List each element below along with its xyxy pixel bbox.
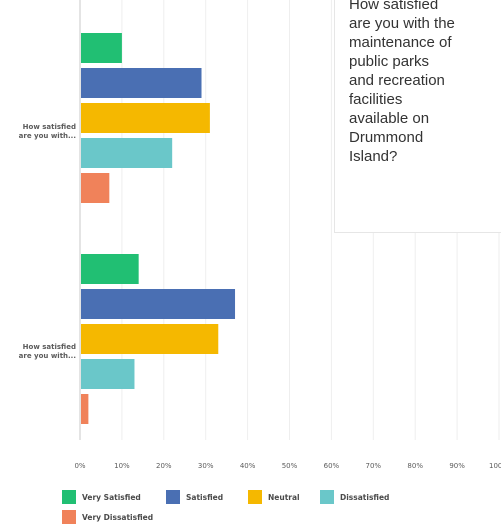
- bar-dissatisfied-1[interactable]: [81, 138, 173, 168]
- category-label: How satisfied are you with...: [2, 343, 76, 361]
- category-label: How satisfied are you with...: [2, 123, 76, 141]
- x-tick-label: 0%: [74, 462, 85, 470]
- legend-swatch: [320, 490, 334, 504]
- bar-neutral-2[interactable]: [81, 324, 219, 354]
- legend-label: Satisfied: [186, 492, 224, 502]
- x-tick-label: 20%: [156, 462, 172, 470]
- legend-label: Very Dissatisfied: [82, 512, 154, 522]
- legend-item[interactable]: Satisfied: [166, 490, 223, 504]
- bars: [81, 33, 236, 424]
- bar-dissatisfied-2[interactable]: [81, 359, 135, 389]
- legend-label: Very Satisfied: [82, 492, 141, 502]
- question-tooltip: How satisfied are you with the maintenan…: [334, 0, 501, 233]
- bar-satisfied-1[interactable]: [81, 68, 202, 98]
- legend-label: Neutral: [268, 492, 300, 502]
- x-tick-label: 50%: [282, 462, 298, 470]
- bar-very-satisfied-1[interactable]: [81, 33, 122, 63]
- x-tick-label: 80%: [407, 462, 423, 470]
- category-label-line: are you with...: [18, 132, 76, 140]
- bar-satisfied-2[interactable]: [81, 289, 236, 319]
- x-axis-ticks: 0% 10% 20% 30% 40% 50% 60% 70% 80% 90% 100%: [74, 462, 501, 470]
- x-tick-label: 60%: [324, 462, 340, 470]
- legend-label: Dissatisfied: [340, 492, 390, 502]
- category-label-line: How satisfied: [22, 123, 76, 131]
- legend-swatch: [62, 490, 76, 504]
- bar-very-satisfied-2[interactable]: [81, 254, 139, 284]
- x-tick-label: 90%: [449, 462, 465, 470]
- legend-item[interactable]: Very Dissatisfied: [62, 510, 153, 524]
- category-label-line: How satisfied: [22, 343, 76, 351]
- x-tick-label: 100%: [489, 462, 501, 470]
- bar-neutral-1[interactable]: [81, 103, 210, 133]
- legend-item[interactable]: Neutral: [248, 490, 300, 504]
- legend-swatch: [248, 490, 262, 504]
- legend-swatch: [166, 490, 180, 504]
- legend-item[interactable]: Very Satisfied: [62, 490, 141, 504]
- bar-very-dissatisfied-1[interactable]: [81, 173, 110, 203]
- category-label-line: are you with...: [18, 352, 76, 360]
- x-tick-label: 70%: [366, 462, 382, 470]
- x-tick-label: 40%: [240, 462, 256, 470]
- x-tick-label: 30%: [198, 462, 214, 470]
- x-tick-label: 10%: [114, 462, 130, 470]
- legend-item[interactable]: Dissatisfied: [320, 490, 389, 504]
- question-text: How satisfied are you with the maintenan…: [349, 0, 455, 165]
- legend-swatch: [62, 510, 76, 524]
- bar-very-dissatisfied-2[interactable]: [81, 394, 89, 424]
